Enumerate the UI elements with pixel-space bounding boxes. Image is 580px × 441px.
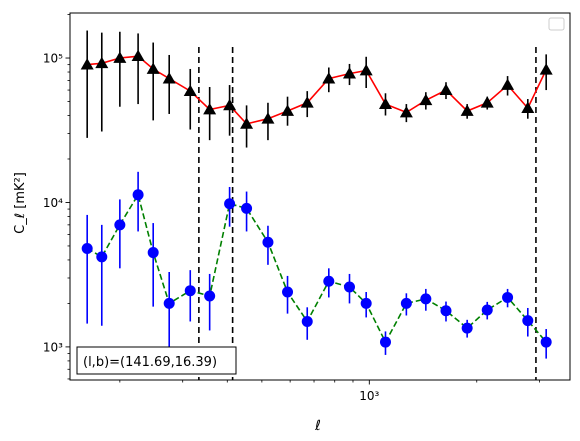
data-point xyxy=(540,336,552,348)
data-point xyxy=(322,72,336,84)
data-point xyxy=(131,49,145,62)
annotation-text: (l,b)=(141.69,16.39) xyxy=(83,355,217,370)
data-point xyxy=(522,315,534,327)
data-point xyxy=(501,78,515,90)
data-point xyxy=(95,56,109,69)
data-point xyxy=(204,290,216,302)
data-point xyxy=(480,96,494,108)
data-point xyxy=(461,322,473,334)
data-point xyxy=(147,247,159,259)
plot-frame xyxy=(69,12,571,381)
y-tick-label: 10⁵ xyxy=(43,52,63,66)
data-point xyxy=(460,104,474,116)
data-point xyxy=(183,84,197,97)
data-point xyxy=(481,304,493,316)
data-point xyxy=(132,189,144,201)
data-point xyxy=(163,297,175,309)
x-axis-label: ℓ xyxy=(314,418,321,434)
data-point xyxy=(96,251,108,263)
data-point xyxy=(359,63,373,76)
data-point xyxy=(440,305,452,317)
data-point xyxy=(439,83,453,95)
data-point xyxy=(282,286,294,298)
axes: 10³ 10³ 10⁴ 10⁵ xyxy=(43,12,571,403)
data-point xyxy=(539,63,553,75)
data-point xyxy=(378,97,392,109)
data-point xyxy=(342,67,356,79)
data-point xyxy=(146,62,160,74)
plot-area xyxy=(70,13,570,380)
y-axis-label: C_ℓ [mK²] xyxy=(13,172,28,234)
data-point xyxy=(223,98,237,111)
data-point xyxy=(184,285,196,297)
data-point xyxy=(114,219,126,231)
legend-box xyxy=(548,17,565,31)
data-point xyxy=(301,315,313,327)
y-tick-label: 10⁴ xyxy=(43,196,63,210)
data-point xyxy=(379,336,391,348)
data-point xyxy=(400,297,412,309)
data-point xyxy=(360,297,372,309)
data-point xyxy=(419,93,433,106)
data-point xyxy=(162,72,176,84)
data-point xyxy=(241,202,253,214)
data-point xyxy=(203,103,217,115)
y-tick-label: 10³ xyxy=(43,340,63,354)
data-point xyxy=(261,112,275,124)
data-point xyxy=(521,101,535,113)
data-point xyxy=(240,117,254,129)
x-tick-label: 10³ xyxy=(359,389,379,403)
data-point xyxy=(420,293,432,305)
annotation-box: (l,b)=(141.69,16.39) xyxy=(76,346,237,375)
series-layer xyxy=(80,30,553,367)
data-point xyxy=(80,58,94,70)
data-point xyxy=(300,96,314,108)
series-1 xyxy=(80,30,553,148)
data-point xyxy=(502,291,514,303)
data-point xyxy=(343,281,355,293)
data-point xyxy=(224,198,236,210)
data-point xyxy=(399,105,413,118)
data-point xyxy=(281,104,295,116)
vertical-markers xyxy=(198,47,537,380)
data-point xyxy=(323,275,335,287)
data-point xyxy=(113,51,127,63)
data-point xyxy=(81,243,93,255)
series-2 xyxy=(81,171,552,367)
data-point xyxy=(262,236,274,248)
